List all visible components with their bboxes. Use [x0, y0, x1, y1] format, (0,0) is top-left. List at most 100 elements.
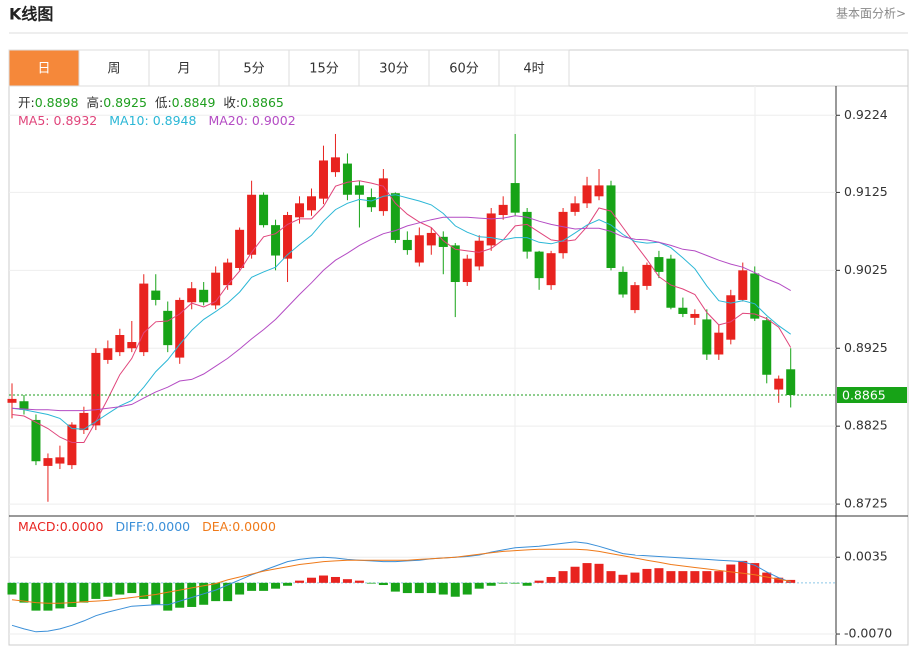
legend-label: MA5: [18, 113, 50, 128]
info-label: 低: [155, 95, 172, 110]
macd-bar [283, 582, 293, 586]
link[interactable]: 基本面分析> [836, 7, 906, 21]
macd-bar [630, 572, 640, 583]
macd-bar [762, 572, 772, 583]
macd-bar [618, 574, 628, 583]
macd-bar [402, 582, 412, 594]
macd-bar [486, 582, 496, 586]
macd-bar [726, 564, 736, 583]
tab-label[interactable]: 4时 [523, 62, 544, 77]
candle-body [330, 157, 340, 173]
candle-body [714, 332, 724, 355]
candle-body [354, 185, 364, 195]
macd-bar [474, 582, 484, 589]
tab-label[interactable]: 30分 [379, 62, 409, 77]
macd-bar [127, 582, 137, 594]
legend-value: 0.0000 [146, 519, 190, 534]
legend-value: 0.8948 [153, 113, 197, 128]
candle-body [283, 215, 293, 259]
macd-bar [163, 582, 173, 611]
candle-body [786, 369, 796, 396]
candle-body [618, 271, 628, 295]
candle-body [79, 412, 89, 431]
legend-label: MA20: [208, 113, 247, 128]
tab-label[interactable]: 月 [177, 62, 190, 77]
y-tick-label: 0.9125 [844, 184, 888, 199]
candle-body [582, 185, 592, 204]
macd-bar [103, 582, 113, 597]
candle-body [247, 194, 257, 255]
macd-bar [354, 580, 364, 583]
candle-body [187, 288, 197, 303]
macd-bar [498, 582, 508, 584]
candle-body [295, 203, 305, 218]
macd-bar [558, 571, 568, 583]
price-tag [837, 387, 907, 404]
candle-body [474, 240, 484, 267]
macd-bar [211, 582, 221, 602]
candle-body [750, 273, 760, 319]
candle-body [31, 419, 41, 462]
legend-label: DEA: [202, 519, 232, 534]
candle-body [390, 193, 400, 240]
macd-bar [175, 582, 185, 608]
macd-bar [67, 582, 77, 607]
macd-bar [450, 582, 460, 597]
y-tick-label: 0.9025 [844, 262, 888, 277]
macd-bar [31, 582, 41, 611]
candle-body [127, 342, 137, 349]
candle-body [426, 232, 436, 246]
y-tick-label: 0.0035 [844, 549, 888, 564]
macd-bar [223, 582, 233, 602]
macd-bar [7, 582, 17, 595]
candle-body [606, 185, 616, 268]
macd-bar [702, 571, 712, 583]
macd-bar [570, 566, 580, 583]
candle-body [402, 239, 412, 251]
macd-bar [187, 582, 197, 607]
tab-label[interactable]: 60分 [449, 62, 479, 77]
macd-bar [43, 582, 53, 611]
macd-bar [582, 563, 592, 583]
candle-body [774, 378, 784, 390]
tab[interactable] [8, 49, 80, 87]
tab-label[interactable]: 周 [107, 62, 120, 77]
candle-body [486, 213, 496, 246]
macd-line [11, 541, 791, 633]
macd-bar [678, 571, 688, 583]
macd-bar [307, 577, 316, 583]
info-label: 收: [223, 95, 240, 110]
info-value: 0.8865 [240, 95, 284, 110]
tab[interactable] [78, 49, 150, 87]
candle-body [522, 211, 532, 252]
candle-body [199, 289, 209, 303]
candle-body [366, 197, 376, 208]
candle-body [91, 352, 101, 426]
tab[interactable] [288, 49, 360, 87]
macd-bar [19, 582, 29, 603]
ma-line [11, 180, 792, 443]
tab[interactable] [498, 49, 570, 87]
tab[interactable] [428, 49, 500, 87]
candle-body [223, 262, 233, 286]
tab[interactable] [148, 49, 220, 87]
y-tick-label: -0.0070 [844, 626, 892, 641]
tab-label[interactable]: 15分 [309, 62, 339, 77]
tab-label[interactable]: 日 [37, 62, 50, 77]
candle-body [318, 160, 328, 199]
candle-body [678, 307, 688, 314]
tab-label[interactable]: 5分 [243, 62, 264, 77]
candle-body [211, 272, 221, 306]
macd-bar [271, 582, 281, 589]
macd-bar [295, 580, 305, 583]
candle-body [462, 258, 472, 283]
tab[interactable] [218, 49, 290, 87]
macd-bar [534, 580, 544, 583]
macd-bar [594, 563, 604, 583]
candle-body [438, 236, 448, 247]
candle-body [762, 320, 772, 375]
macd-bar [55, 582, 65, 609]
price-tag-label: 0.8865 [842, 388, 886, 403]
